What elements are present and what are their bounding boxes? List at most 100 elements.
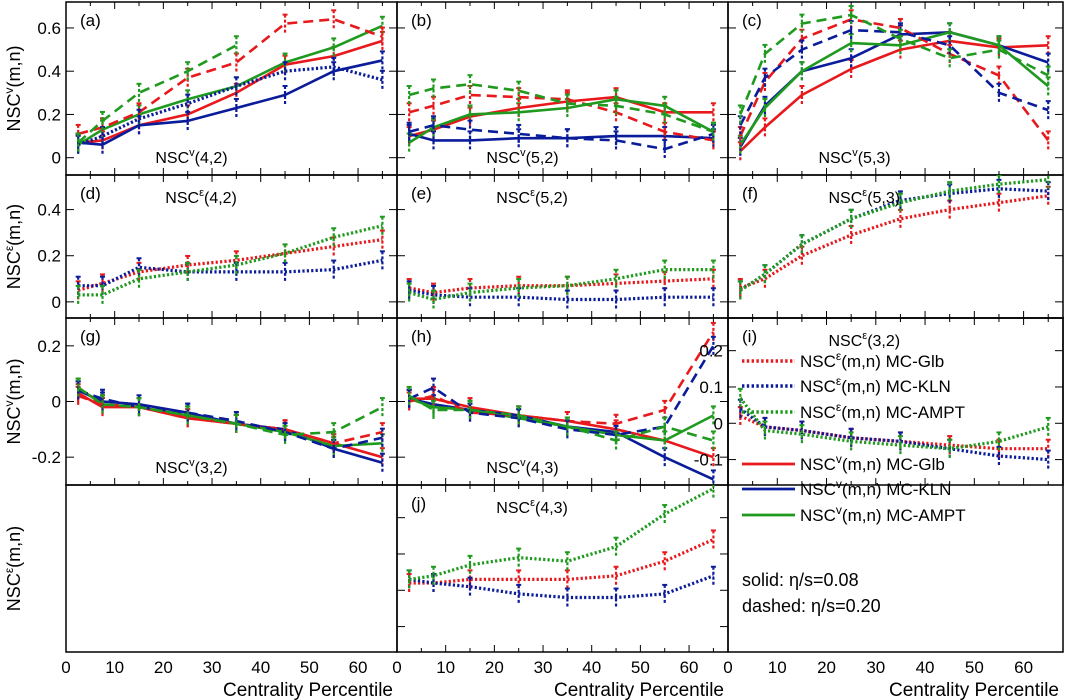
- panel-b: (b) NSCv(5,2): [396, 1, 729, 176]
- x-axis-labels: 0 10 20 30 40 50 60 Centrality Percentile 0 10 20 3…: [61, 658, 1059, 700]
- x-tick-label: 20: [817, 658, 836, 677]
- series-group: [406, 74, 716, 159]
- series-mc-glb-dotted: [409, 538, 715, 585]
- series-mc-kln-dotted: [408, 574, 714, 600]
- y-axis-labels: NSCv(m,n) NSCε(m,n) NSCv(m,n) NSCε(m,n): [2, 45, 24, 611]
- panel-letter: (i): [742, 327, 757, 346]
- series-mc-kln-solid: [408, 397, 714, 481]
- panel-letter: (b): [411, 11, 432, 30]
- y-tick-label: 0.2: [37, 247, 61, 266]
- legend-label: NSCv(m,n) MC-Glb: [800, 452, 945, 474]
- series-group: [75, 9, 385, 154]
- panel-frame: [396, 1, 729, 176]
- series-mc-kln-dashed: [77, 389, 383, 451]
- y-axis-title: NSCv(m,n): [2, 358, 24, 444]
- series-mc-kln-dotted: [77, 65, 383, 147]
- series-group: [406, 321, 716, 485]
- series-mc-ampt-dotted: [739, 178, 1049, 292]
- x-axis-title: Centrality Percentile: [223, 680, 393, 700]
- panel-letter: (c): [742, 11, 762, 30]
- y-axis-title: NSCε(m,n): [2, 204, 24, 289]
- series-mc-glb-solid: [739, 39, 1049, 153]
- panel-a: 0 0.2 0.4 0.6 (a) NSCv(4,2): [37, 1, 398, 176]
- series-mc-glb-dashed: [77, 18, 383, 136]
- y-tick-label: 0: [52, 393, 61, 412]
- panel-label: NSCv(5,2): [486, 147, 558, 167]
- y-tick-label: 0.4: [37, 201, 61, 220]
- x-tick-label: 50: [631, 658, 650, 677]
- series-group: [406, 259, 716, 309]
- series-mc-kln-dashed: [408, 124, 714, 151]
- x-tick-label: 60: [680, 658, 699, 677]
- x-tick-label: 20: [485, 658, 504, 677]
- series-mc-ampt-dotted: [408, 487, 715, 581]
- x-tick-label: 10: [768, 658, 787, 677]
- panel-letter: (a): [80, 11, 101, 30]
- y-tick-label: 0: [52, 149, 61, 168]
- legend-frame: [727, 317, 1064, 653]
- panel-label: NSCε(5,3): [829, 187, 901, 207]
- panel-label: NSCε(4,3): [496, 497, 568, 517]
- series-mc-ampt-solid: [77, 24, 383, 146]
- legend-label: NSCv(m,n) MC-AMPT: [800, 503, 966, 525]
- series-mc-ampt-solid: [408, 397, 714, 442]
- panel-e: (e) NSCε(5,2): [396, 174, 729, 319]
- series-group: [737, 175, 1051, 300]
- y-tick-label: 0.2: [699, 342, 723, 361]
- y-tick-label: 0.2: [37, 105, 61, 124]
- legend: NSCε(m,n) MC-Glb NSCε(m,n) MC-KLN NSCε(m,n…: [742, 349, 966, 616]
- y-tick-label: 0.6: [37, 19, 61, 38]
- series-mc-kln-solid: [77, 389, 383, 464]
- series-group: [737, 4, 1051, 161]
- x-tick-label: 40: [251, 658, 270, 677]
- x-tick-label: 30: [203, 658, 222, 677]
- x-tick-label: 30: [534, 658, 553, 677]
- panel-frame-i-outer: [65, 484, 398, 653]
- y-axis-title: NSCε(m,n): [2, 526, 24, 611]
- x-axis-title: Centrality Percentile: [554, 680, 724, 700]
- x-tick-label: 10: [105, 658, 124, 677]
- panel-g: -0.2 0 0.2 (g) NSCv(3,2): [32, 317, 398, 486]
- x-tick-label: 0: [392, 658, 401, 677]
- legend-note-dashed: dashed: η/s=0.20: [742, 596, 881, 616]
- x-tick-label: 60: [349, 658, 368, 677]
- panel-letter: (d): [80, 184, 101, 203]
- panel-letter: (f): [742, 184, 758, 203]
- x-tick-label: 40: [582, 658, 601, 677]
- legend-label: NSCε(m,n) MC-KLN: [800, 374, 951, 396]
- series-mc-glb-dotted: [739, 194, 1049, 290]
- series-mc-ampt-dashed: [739, 13, 1049, 115]
- panels-group: 0 0.2 0.4 0.6 (a) NSCv(4,2) (b) NSCv(5,2) (c) NSC…: [32, 1, 1064, 653]
- series-group: [75, 377, 385, 472]
- x-tick-label: 40: [916, 658, 935, 677]
- panel-label: NSCε(4,2): [165, 187, 237, 207]
- series-mc-ampt-dotted: [408, 268, 714, 302]
- panel-letter: (e): [411, 184, 432, 203]
- y-axis-title: NSCv(m,n): [2, 45, 24, 131]
- legend-label: NSCv(m,n) MC-KLN: [800, 477, 951, 499]
- x-tick-label: 50: [300, 658, 319, 677]
- series-group: [75, 215, 385, 304]
- series-mc-glb-dashed: [739, 18, 1050, 142]
- series-mc-ampt-dashed: [408, 82, 714, 134]
- panel-label: NSCε(3,2): [829, 330, 901, 350]
- panel-label: NSCv(4,2): [155, 147, 227, 167]
- y-tick-label: 0.4: [37, 62, 61, 81]
- series-group: [406, 485, 716, 607]
- series-mc-glb-dotted: [408, 277, 714, 295]
- legend-label: NSCε(m,n) MC-Glb: [800, 349, 944, 371]
- x-tick-label: 0: [723, 658, 732, 677]
- series-mc-ampt-dashed: [77, 44, 238, 144]
- series-mc-kln-solid: [408, 132, 714, 142]
- series-mc-ampt-dashed: [408, 394, 714, 442]
- panel-label: NSCε(5,2): [496, 187, 568, 207]
- series-mc-glb-dashed: [77, 394, 383, 445]
- y-tick-label: -0.1: [694, 451, 723, 470]
- x-tick-label: 60: [1014, 658, 1033, 677]
- y-tick-label: 0.2: [37, 337, 61, 356]
- series-mc-ampt-dashed: [77, 386, 383, 437]
- panel-j: (j) NSCε(4,3): [396, 484, 729, 653]
- legend-label: NSCε(m,n) MC-AMPT: [800, 400, 965, 422]
- series-mc-kln-dotted: [739, 407, 1049, 462]
- x-axis-title: Centrality Percentile: [889, 680, 1059, 700]
